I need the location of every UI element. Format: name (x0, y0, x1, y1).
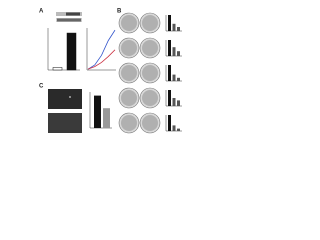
colonies (142, 115, 158, 131)
cell (69, 96, 71, 98)
micrograph (48, 89, 82, 109)
axis (86, 28, 116, 71)
bar (172, 23, 176, 31)
bar (177, 77, 180, 81)
bar (177, 27, 180, 31)
bar (177, 100, 180, 106)
bar (168, 90, 171, 106)
line (87, 49, 116, 70)
bar (66, 32, 77, 71)
axis (165, 15, 182, 32)
bar (168, 15, 171, 31)
axis (165, 40, 182, 57)
bar (172, 125, 176, 131)
bar (52, 67, 63, 71)
colonies (121, 90, 137, 106)
colonies (121, 40, 137, 56)
bar (172, 47, 176, 56)
micrograph (48, 113, 82, 133)
blot-band (66, 12, 80, 16)
colonies (142, 15, 158, 31)
bar (168, 40, 171, 56)
bar (168, 65, 171, 81)
colonies (121, 115, 137, 131)
blot-band (57, 18, 81, 22)
panel-label: C (39, 84, 44, 90)
panel-label: A (39, 9, 44, 15)
bar (172, 98, 176, 106)
axis (165, 65, 182, 82)
bar (168, 115, 171, 131)
axis (165, 115, 182, 132)
colonies (121, 15, 137, 31)
figure: A B C (0, 0, 200, 149)
bar (177, 128, 180, 131)
line (87, 29, 116, 70)
bar (172, 74, 176, 81)
bar (177, 51, 180, 56)
bar (94, 95, 101, 128)
colonies (142, 40, 158, 56)
colonies (121, 65, 137, 81)
axis (165, 90, 182, 107)
colonies (142, 65, 158, 81)
panel-label: B (117, 9, 122, 15)
colonies (142, 90, 158, 106)
bar (103, 108, 110, 128)
